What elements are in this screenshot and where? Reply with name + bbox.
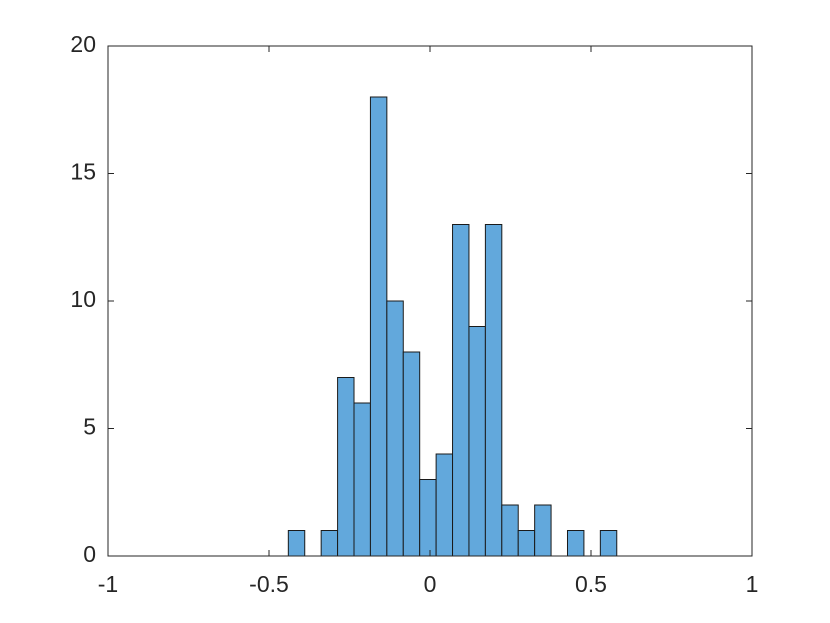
bar xyxy=(402,351,421,557)
bar xyxy=(435,453,454,557)
bar xyxy=(320,530,339,557)
x-tick-label: -1 xyxy=(98,571,118,597)
bar xyxy=(287,530,306,557)
bar xyxy=(517,530,536,557)
x-tick-label: 1 xyxy=(746,571,759,597)
y-tick-label: 10 xyxy=(70,286,96,312)
y-tick-label: 0 xyxy=(83,541,96,567)
bar xyxy=(353,402,371,557)
bar xyxy=(566,530,585,557)
y-tick-label: 20 xyxy=(70,31,96,57)
bar xyxy=(534,504,552,557)
bar xyxy=(386,300,404,557)
bar xyxy=(484,224,503,557)
x-tick-label: 0 xyxy=(424,571,437,597)
bar xyxy=(337,377,355,557)
bar xyxy=(468,326,486,557)
y-tick-label: 15 xyxy=(70,159,96,185)
y-tick-label: 5 xyxy=(83,414,96,440)
bar xyxy=(419,479,437,557)
x-tick-label: -0.5 xyxy=(249,571,289,597)
bar xyxy=(501,504,519,557)
bar xyxy=(599,530,618,557)
x-tick-label: 0.5 xyxy=(575,571,607,597)
bar xyxy=(369,96,388,557)
bar xyxy=(452,224,470,557)
